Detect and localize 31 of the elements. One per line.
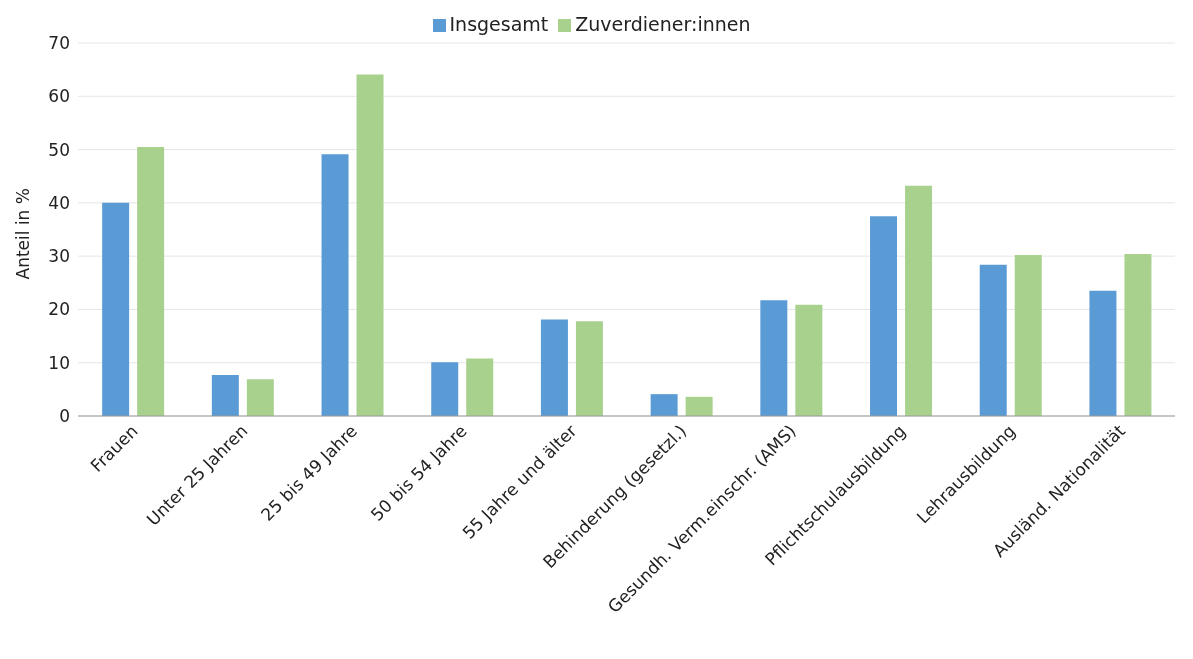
bar — [137, 146, 165, 416]
bar — [1124, 254, 1152, 416]
bar — [246, 379, 274, 416]
bar — [211, 374, 239, 416]
bar — [905, 185, 933, 416]
bar — [431, 362, 459, 416]
legend-label: Zuverdiener:innen — [575, 13, 751, 35]
y-axis-title: Anteil in % — [13, 188, 34, 280]
legend-label: Insgesamt — [449, 13, 549, 35]
bar — [356, 74, 384, 416]
bar — [685, 396, 713, 416]
bar — [540, 319, 568, 416]
y-tick-label: 30 — [48, 246, 70, 267]
y-tick-label: 60 — [48, 86, 70, 107]
y-tick-label: 20 — [48, 299, 70, 320]
bar — [760, 300, 788, 416]
bar — [1014, 255, 1042, 416]
y-tick-label: 0 — [59, 406, 70, 427]
y-tick-label: 50 — [48, 139, 70, 160]
bar — [1089, 290, 1117, 416]
bar — [650, 394, 678, 416]
bar — [102, 202, 130, 416]
bar — [795, 304, 823, 416]
bar — [870, 216, 898, 416]
bar — [321, 154, 349, 416]
y-tick-label: 70 — [48, 33, 70, 54]
y-tick-label: 10 — [48, 352, 70, 373]
bar — [979, 264, 1007, 416]
bar — [575, 321, 603, 416]
bar — [466, 358, 494, 416]
y-tick-label: 40 — [48, 192, 70, 213]
